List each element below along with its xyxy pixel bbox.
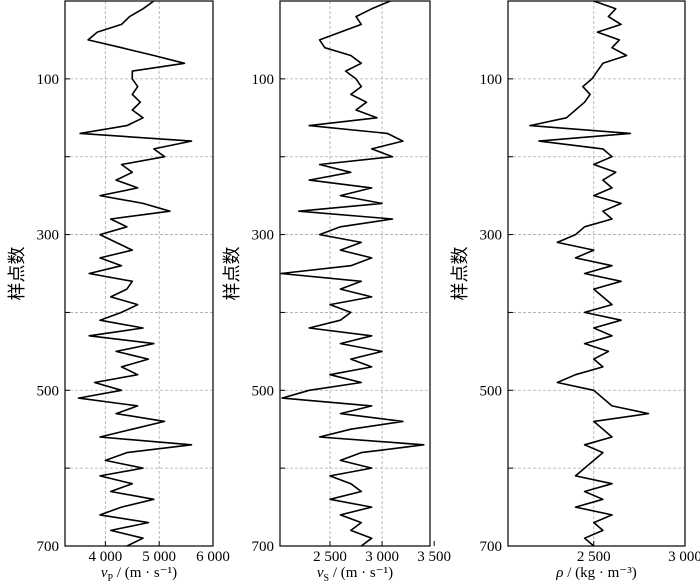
y-tick-label: 100 [480,72,503,88]
y-tick-label: 700 [480,539,503,555]
plot-frame [279,0,431,547]
y-tick-label: 300 [37,228,60,244]
y-tick-label: 500 [480,383,503,399]
y-tick-label: 700 [252,539,275,555]
x-tick-label: 2 500 [313,549,347,565]
y-axis-label: 样点数 [222,247,242,301]
x-axis-label-part: S [324,573,330,584]
y-tick-label: 500 [37,383,60,399]
curve [77,0,193,547]
x-axis-label-part: v [317,565,324,581]
x-tick-label: 3 000 [365,549,399,565]
x-tick-label: 4 000 [88,549,122,565]
y-tick-label: 500 [252,383,275,399]
x-axis-label-part: ρ [555,565,563,581]
plot-frame [507,0,686,547]
x-axis-label: vS / (m · s⁻¹) [317,565,393,584]
x-axis-label-part: / (m · s⁻¹) [329,565,393,581]
y-tick-label: 100 [252,72,275,88]
curve [529,0,650,547]
x-tick-label: 3 500 [417,549,451,565]
y-axis-label: 样点数 [7,247,27,301]
y-tick-label: 700 [37,539,60,555]
x-tick-label: 5 000 [142,549,176,565]
y-tick-label: 300 [480,228,503,244]
x-tick-label: 3 000 [668,549,700,565]
plot-frame [64,0,214,547]
x-axis-label-part: / (m · s⁻¹) [113,565,177,581]
curve [280,0,425,547]
y-tick-label: 300 [252,228,275,244]
x-axis-label: ρ / (kg · m⁻³) [555,565,636,581]
x-axis-label-part: P [108,573,114,584]
x-axis-label-part: / (kg · m⁻³) [563,565,636,581]
x-tick-label: 2 500 [577,549,611,565]
x-axis-label: vP / (m · s⁻¹) [101,565,177,584]
y-axis-label: 样点数 [450,247,470,301]
x-axis-label-part: v [101,565,108,581]
x-tick-label: 6 000 [196,549,230,565]
y-tick-label: 100 [37,72,60,88]
